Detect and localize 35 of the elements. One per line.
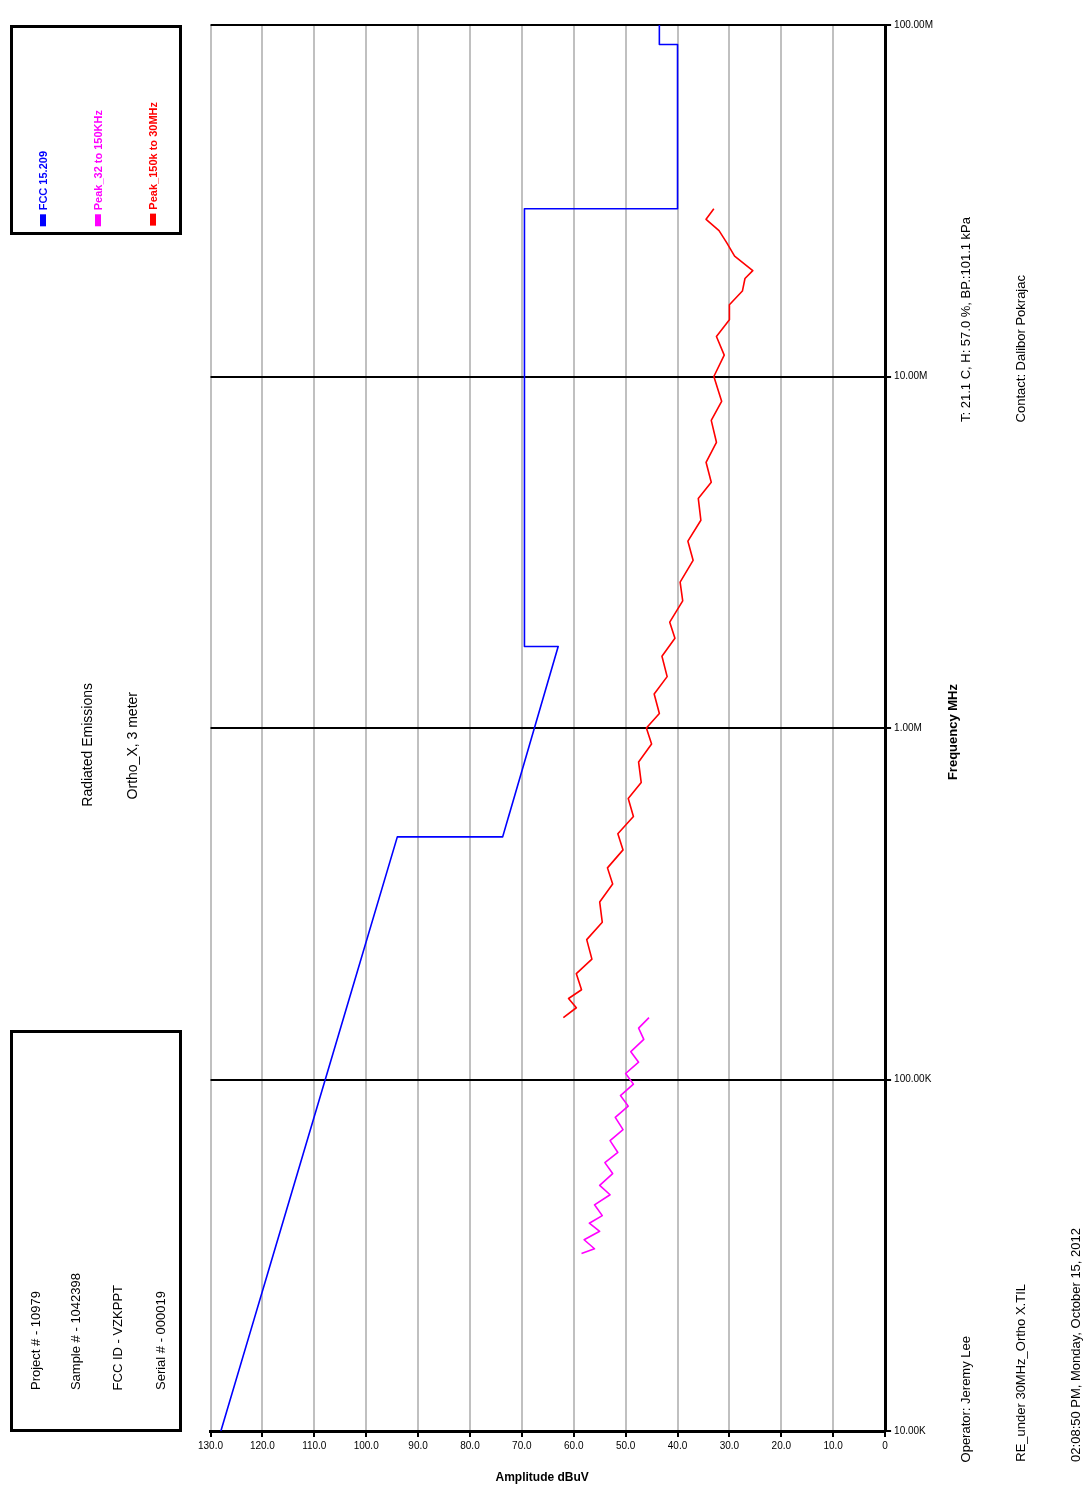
text: FCC ID - VZKPPT (109, 1285, 125, 1391)
y-tick-label: 100.00K (894, 1073, 932, 1085)
x-tick-label: 20.0 (771, 1439, 792, 1451)
y-tick-label: 10.00K (894, 1424, 927, 1436)
text: T: 21.1 C, H: 57.0 %, BP.:101.1 kPa (957, 217, 973, 422)
x-tick-label: 50.0 (615, 1439, 636, 1451)
x-tick-label: 40.0 (667, 1439, 688, 1451)
text: RE_under 30MHz_Ortho X.TIL (1012, 1284, 1028, 1462)
text: Operator: Jeremy Lee (957, 1336, 973, 1463)
x-tick-label: 60.0 (564, 1439, 584, 1451)
text: FCC 15.209 (37, 151, 49, 211)
y-tick-label: 1.00M (894, 721, 922, 733)
text: Ortho_X, 3 meter (124, 691, 140, 799)
x-tick-label: 0 (882, 1439, 889, 1451)
x-tick-label: 30.0 (719, 1439, 740, 1451)
y-tick-label: 100.00M (894, 18, 934, 30)
x-tick-label: 90.0 (408, 1439, 429, 1451)
x-tick-label: 120.0 (249, 1439, 276, 1451)
x-tick-label: 100.0 (353, 1439, 380, 1451)
x-tick-label: 70.0 (512, 1439, 533, 1451)
text: Radiated Emissions (79, 683, 95, 807)
x-tick-label: 110.0 (302, 1439, 327, 1451)
text: Contact: Dalibor Pokrajac (1012, 275, 1028, 423)
text: Peak_32 to 150KHz (92, 110, 104, 211)
x-tick-label: 130.0 (198, 1439, 224, 1451)
text: Sample # - 1042398 (67, 1273, 83, 1391)
text: Project # - 10979 (27, 1291, 43, 1391)
text: Serial # - 000019 (152, 1291, 168, 1391)
text: Peak_150k to 30MHz (147, 102, 159, 210)
x-tick-label: 10.0 (823, 1439, 844, 1451)
x-axis-title: Amplitude dBuV (495, 1470, 589, 1484)
y-tick-label: 10.00M (894, 370, 928, 382)
x-tick-label: 80.0 (460, 1439, 481, 1451)
y-axis-title: Frequency MHz (944, 684, 960, 781)
text: 02:08:50 PM, Monday, October 15, 2012 (1067, 1228, 1083, 1462)
